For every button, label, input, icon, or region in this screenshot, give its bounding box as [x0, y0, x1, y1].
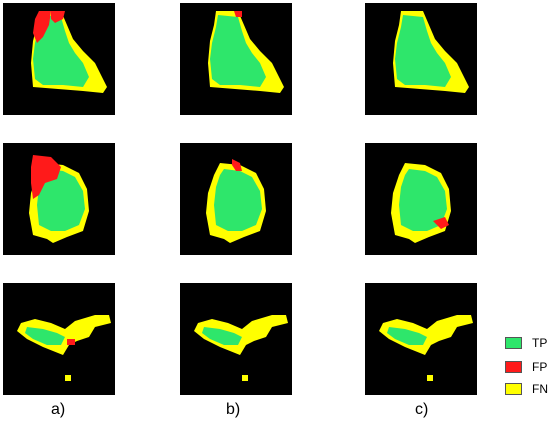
column-label-a: a) [51, 401, 66, 418]
fp-region [31, 155, 61, 199]
tile-row2-col3 [365, 143, 477, 255]
legend-label-fn: FN [532, 382, 548, 396]
tile-row1-col3 [365, 3, 477, 115]
legend-label-tp: TP [532, 336, 548, 350]
fp-region [67, 339, 75, 345]
column-label-b: b) [226, 401, 241, 418]
fp-region [234, 11, 242, 17]
tile-row2-col2 [180, 143, 292, 255]
fp-region [51, 11, 65, 23]
legend-swatch-fn [505, 383, 522, 395]
fp-region [33, 11, 51, 43]
tile-row1-col1 [3, 3, 115, 115]
tile-row3-col2 [180, 283, 292, 395]
fn-region [242, 375, 248, 381]
tile-row2-col1 [3, 143, 115, 255]
legend-swatch-tp [505, 337, 522, 349]
fn-region [427, 375, 433, 381]
tile-row1-col2 [180, 3, 292, 115]
tile-row3-col1 [3, 283, 115, 395]
fp-region [433, 217, 449, 229]
tile-row3-col3 [365, 283, 477, 395]
legend-swatch-fp [505, 361, 522, 373]
fp-region [232, 159, 242, 171]
legend-label-fp: FP [532, 360, 548, 374]
fn-region [65, 375, 71, 381]
column-label-c: c) [415, 401, 429, 418]
